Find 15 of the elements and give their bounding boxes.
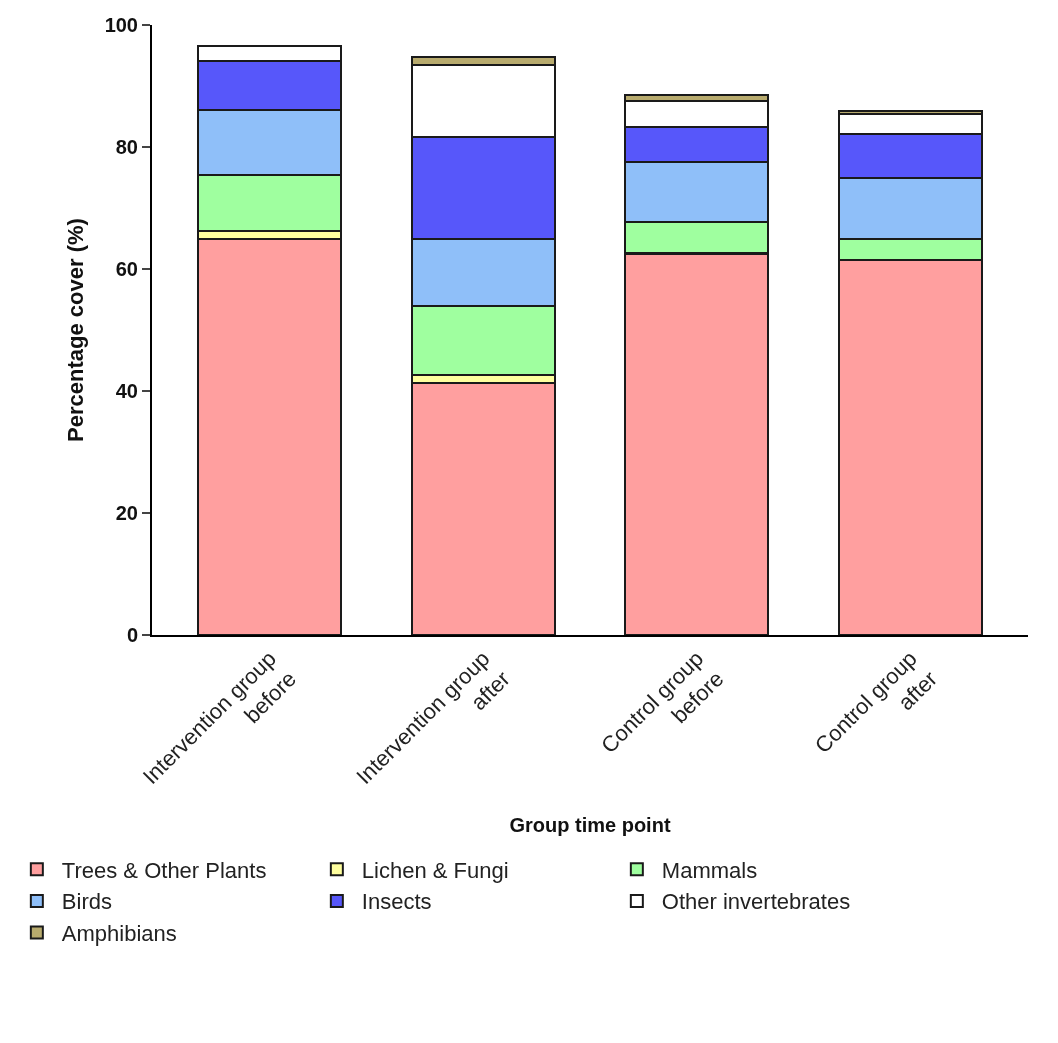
- x-axis-title: Group time point: [509, 814, 671, 837]
- y-axis-title: Percentage cover (%): [62, 218, 88, 442]
- legend-label: Amphibians: [61, 921, 177, 947]
- legend-label: Insects: [361, 889, 432, 915]
- legend-label: Mammals: [661, 857, 758, 883]
- legend-label: Other invertebrates: [661, 889, 851, 915]
- y-tick-label: 80: [115, 136, 138, 158]
- y-tick-label: 100: [104, 14, 138, 36]
- y-tick-label: 60: [115, 258, 138, 280]
- legend-label: Birds: [61, 889, 112, 915]
- legend-label: Lichen & Fungi: [361, 857, 509, 883]
- legend-label: Trees & Other Plants: [61, 857, 267, 883]
- y-tick-label: 40: [115, 380, 138, 402]
- y-tick-label: 20: [115, 502, 138, 524]
- y-tick-label: 0: [126, 624, 138, 646]
